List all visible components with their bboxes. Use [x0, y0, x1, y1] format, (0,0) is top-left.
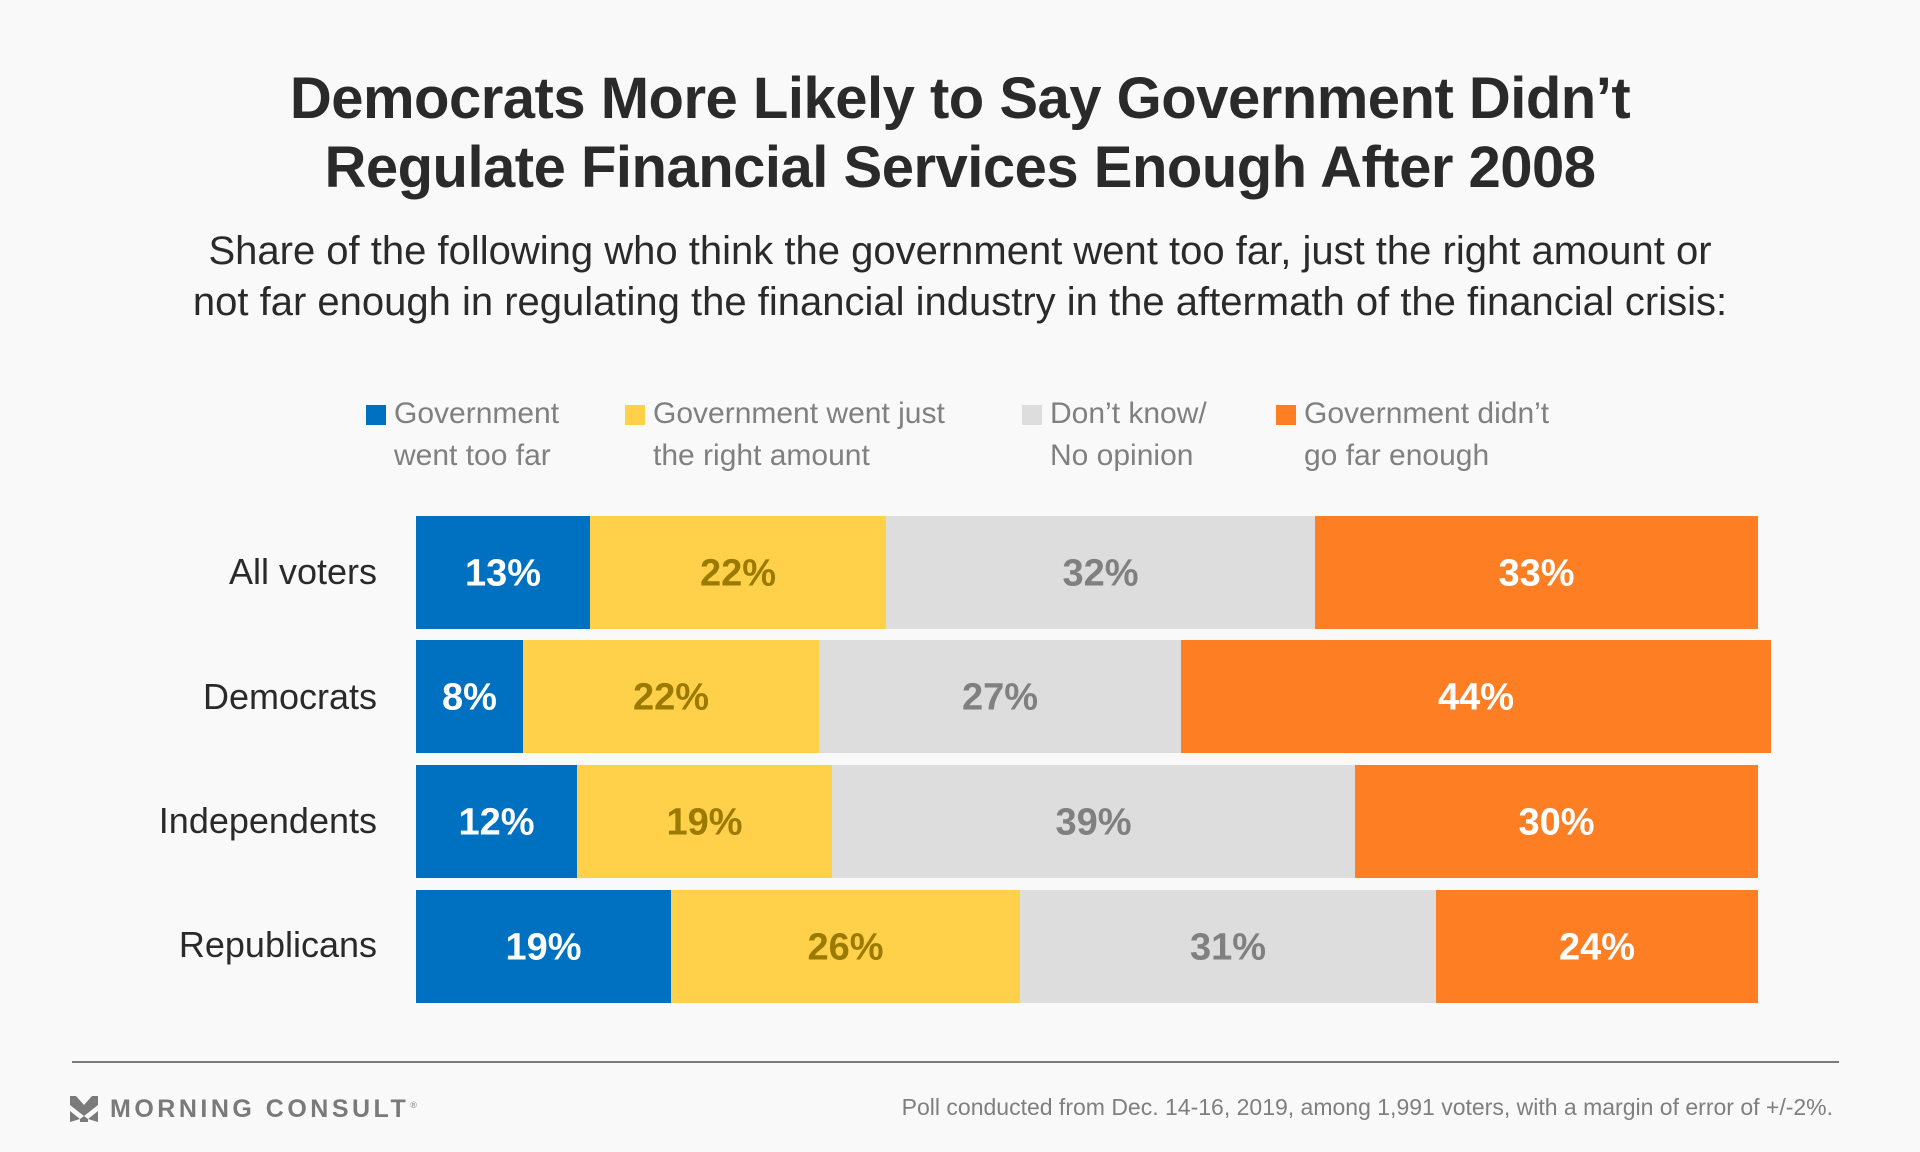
legend-swatch-too-far — [366, 405, 386, 425]
data-label-republicans-government-didn-t-go-far-enough: 24% — [1559, 927, 1635, 969]
bar-segment-independents-government-didn-t-go-far-enough — [1355, 765, 1758, 878]
bar-segment-independents-government-went-too-far — [416, 765, 577, 878]
bar-segment-all-voters-don-t-know-no-opinion — [886, 516, 1315, 629]
data-label-republicans-don-t-know-no-opinion: 31% — [1190, 927, 1266, 969]
registered-mark: ® — [410, 1100, 421, 1110]
data-label-independents-government-didn-t-go-far-enough: 30% — [1518, 802, 1594, 844]
chart-title-line-2: Regulate Financial Services Enough After… — [324, 135, 1596, 200]
bar-segment-independents-government-went-just-the-right-amount — [577, 765, 832, 878]
category-label-independents: Independents — [158, 800, 377, 841]
data-label-all-voters-government-went-too-far: 13% — [465, 553, 541, 595]
legend-label-line: Government didn’t — [1304, 397, 1550, 430]
chart-subtitle: Share of the following who think the gov… — [0, 226, 1920, 328]
bar-segment-all-voters-government-went-just-the-right-amount — [590, 516, 886, 629]
bar-segment-republicans-government-didn-t-go-far-enough — [1436, 890, 1758, 1003]
chart-subtitle-line-1: Share of the following who think the gov… — [208, 229, 1712, 273]
legend-label-dont-know: Don’t know/ No opinion — [1050, 393, 1207, 477]
bar-segment-democrats-government-didn-t-go-far-enough — [1181, 640, 1771, 753]
category-label-republicans: Republicans — [178, 924, 377, 965]
legend-label-line: Government went just — [653, 397, 945, 430]
footer-divider — [72, 1061, 1839, 1063]
bar-row-independents: 12% 19% 39% 30% — [416, 765, 1758, 878]
data-label-republicans-government-went-too-far: 19% — [505, 927, 581, 969]
bar-segment-democrats-government-went-just-the-right-amount — [523, 640, 819, 753]
legend-label-right-amount: Government went just the right amount — [653, 393, 945, 477]
bar-row-democrats: 8% 22% 27% 44% — [416, 640, 1771, 753]
data-label-independents-don-t-know-no-opinion: 39% — [1055, 802, 1131, 844]
data-label-all-voters-government-didn-t-go-far-enough: 33% — [1498, 553, 1574, 595]
bar-segment-democrats-don-t-know-no-opinion — [819, 640, 1181, 753]
legend-label-line: went too far — [394, 439, 551, 472]
bar-segment-all-voters-government-went-too-far — [416, 516, 590, 629]
legend-label-not-far-enough: Government didn’t go far enough — [1304, 393, 1549, 477]
legend-swatch-right-amount — [625, 405, 645, 425]
bar-segment-republicans-don-t-know-no-opinion — [1020, 890, 1436, 1003]
bar-segment-republicans-government-went-too-far — [416, 890, 671, 1003]
data-label-independents-government-went-just-the-right-amount: 19% — [666, 802, 742, 844]
legend-label-line: go far enough — [1304, 439, 1490, 472]
legend-label-line: the right amount — [653, 439, 870, 472]
morning-consult-logo: MORNING CONSULT® — [70, 1096, 420, 1122]
bar-row-all-voters: 13% 22% 32% 33% — [416, 516, 1758, 629]
morning-consult-chevron-icon — [70, 1096, 98, 1122]
category-label-democrats: Democrats — [202, 676, 377, 717]
chart-title-line-1: Democrats More Likely to Say Government … — [289, 66, 1631, 131]
brand-text: MORNING CONSULT — [110, 1095, 410, 1123]
data-label-democrats-don-t-know-no-opinion: 27% — [962, 677, 1038, 719]
bar-segment-democrats-government-went-too-far — [416, 640, 523, 753]
legend-label-too-far: Government went too far — [394, 393, 559, 477]
legend-label-line: No opinion — [1050, 439, 1194, 472]
data-label-democrats-government-didn-t-go-far-enough: 44% — [1438, 677, 1514, 719]
data-label-democrats-government-went-too-far: 8% — [442, 677, 497, 719]
bar-segment-all-voters-government-didn-t-go-far-enough — [1315, 516, 1758, 629]
data-label-democrats-government-went-just-the-right-amount: 22% — [633, 677, 709, 719]
legend-swatch-dont-know — [1022, 405, 1042, 425]
legend-label-line: Don’t know/ — [1050, 397, 1207, 430]
bar-row-republicans: 19% 26% 31% 24% — [416, 890, 1758, 1003]
data-label-all-voters-government-went-just-the-right-amount: 22% — [700, 553, 776, 595]
data-label-all-voters-don-t-know-no-opinion: 32% — [1062, 553, 1138, 595]
data-label-republicans-government-went-just-the-right-amount: 26% — [807, 927, 883, 969]
poll-footnote: Poll conducted from Dec. 14-16, 2019, am… — [901, 1094, 1833, 1120]
bar-segment-independents-don-t-know-no-opinion — [832, 765, 1355, 878]
legend-swatch-not-far-enough — [1276, 405, 1296, 425]
legend-label-line: Government — [394, 397, 560, 430]
category-label-all-voters: All voters — [228, 551, 377, 592]
bar-segment-republicans-government-went-just-the-right-amount — [671, 890, 1020, 1003]
data-label-independents-government-went-too-far: 12% — [458, 802, 534, 844]
brand-name: MORNING CONSULT® — [110, 1096, 420, 1122]
chart-subtitle-line-2: not far enough in regulating the financi… — [192, 280, 1728, 324]
chart-title: Democrats More Likely to Say Government … — [0, 64, 1920, 202]
